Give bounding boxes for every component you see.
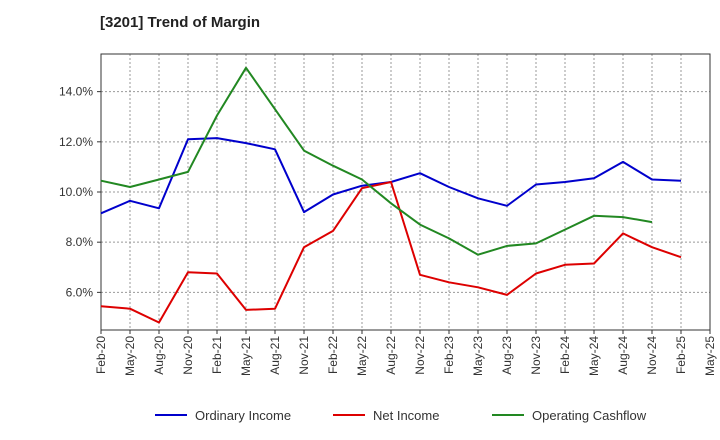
x-tick-label: Aug-23 — [500, 336, 514, 375]
series-lines — [100, 66, 682, 324]
x-axis-ticks: Feb-20 May-20 Aug-20 Nov-20 Feb-21 May-21 Aug-… — [94, 330, 717, 376]
x-tick-label: Feb-20 — [94, 336, 108, 374]
x-tick-label: Aug-22 — [384, 336, 398, 375]
x-tick-label: Nov-20 — [181, 336, 195, 375]
x-tick-label: Nov-24 — [645, 336, 659, 375]
y-axis-ticks: 6.0% 8.0% 10.0% 12.0% 14.0% — [59, 85, 101, 299]
x-tick-label: Feb-23 — [442, 336, 456, 374]
series-line — [100, 66, 653, 256]
legend-label: Ordinary Income — [195, 408, 291, 423]
grid-lines — [101, 54, 710, 330]
x-tick-label: Aug-24 — [616, 336, 630, 375]
x-tick-label: Feb-25 — [674, 336, 688, 374]
chart-title: [3201] Trend of Margin — [100, 14, 261, 31]
y-tick-label: 14.0% — [59, 85, 93, 99]
x-tick-label: May-23 — [471, 336, 485, 376]
y-tick-label: 10.0% — [59, 185, 93, 199]
x-tick-label: Feb-24 — [558, 336, 572, 374]
x-tick-label: Feb-22 — [326, 336, 340, 374]
legend-label: Net Income — [373, 408, 439, 423]
legend-label: Operating Cashflow — [532, 408, 647, 423]
x-tick-label: May-24 — [587, 336, 601, 376]
legend: Ordinary Income Net Income Operating Cashf… — [155, 408, 647, 423]
x-tick-label: Nov-22 — [413, 336, 427, 375]
series-line — [100, 181, 682, 324]
y-tick-label: 6.0% — [66, 285, 94, 299]
x-tick-label: May-20 — [123, 336, 137, 376]
x-tick-label: Aug-21 — [268, 336, 282, 375]
y-tick-label: 12.0% — [59, 135, 93, 149]
x-tick-label: Nov-21 — [297, 336, 311, 375]
x-tick-label: May-21 — [239, 336, 253, 376]
x-tick-label: May-25 — [703, 336, 717, 376]
y-tick-label: 8.0% — [66, 235, 94, 249]
x-tick-label: May-22 — [355, 336, 369, 376]
x-tick-label: Feb-21 — [210, 336, 224, 374]
x-tick-label: Nov-23 — [529, 336, 543, 375]
x-tick-label: Aug-20 — [152, 336, 166, 375]
